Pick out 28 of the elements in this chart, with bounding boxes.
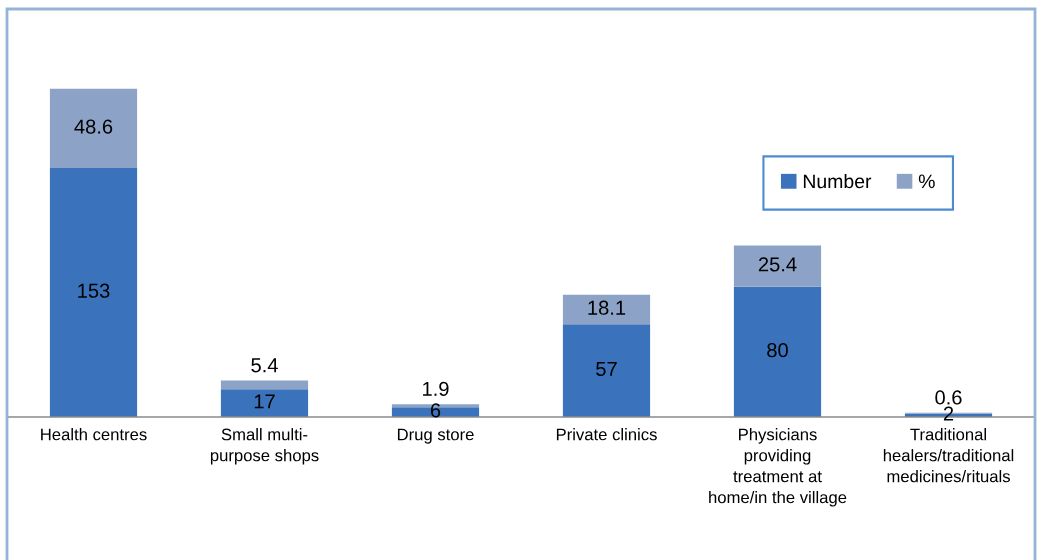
data-label: 17 [254, 394, 275, 409]
data-label: 48.6 [74, 119, 113, 134]
bar [733, 286, 822, 417]
data-label: 0.6 [935, 390, 962, 405]
data-label: 80 [767, 343, 788, 358]
data-label: 18.1 [588, 300, 626, 315]
bar [562, 294, 651, 325]
legend-label: % [918, 174, 935, 189]
bar [562, 324, 651, 417]
data-label: 153 [78, 283, 110, 298]
data-label: 5.4 [251, 358, 278, 373]
bar [733, 245, 822, 287]
legend-label: Number [803, 173, 872, 189]
bar [220, 380, 309, 390]
x-tick-label: Traditional healers/traditional medicines/rituals [883, 428, 1014, 483]
x-tick-label: Small multi- purpose shops [210, 428, 319, 465]
data-label: 1.9 [423, 381, 449, 396]
x-tick-label: Drug store [397, 428, 474, 444]
data-label: 57 [596, 361, 617, 377]
data-label: 2 [943, 406, 954, 421]
data-label: 6 [430, 403, 441, 418]
bar [220, 389, 309, 417]
x-tick-label: Physicians providing treatment at home/in the village [709, 428, 847, 507]
data-label: 25.4 [758, 257, 797, 272]
x-tick-label: Health centres [41, 428, 147, 441]
bar [49, 167, 138, 417]
bar [49, 88, 138, 168]
x-tick-label: Private clinics [556, 428, 657, 441]
